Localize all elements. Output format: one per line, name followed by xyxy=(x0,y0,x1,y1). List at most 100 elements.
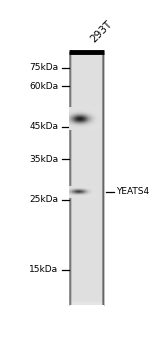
Bar xyxy=(69,231,104,303)
Bar xyxy=(69,69,104,301)
Bar xyxy=(69,177,104,302)
Bar xyxy=(69,224,104,302)
Bar xyxy=(69,101,104,302)
Bar xyxy=(102,52,104,305)
Bar xyxy=(69,52,70,305)
Bar xyxy=(69,133,104,302)
Text: 45kDa: 45kDa xyxy=(29,122,58,131)
Bar xyxy=(69,52,71,305)
Bar xyxy=(69,210,104,302)
Bar xyxy=(69,253,104,303)
Bar xyxy=(69,201,104,302)
Bar xyxy=(69,268,104,303)
Bar xyxy=(69,239,104,303)
Bar xyxy=(69,52,71,305)
Bar xyxy=(69,256,104,303)
Bar xyxy=(69,126,104,302)
Bar xyxy=(69,285,104,303)
Bar xyxy=(69,79,104,302)
Text: 60kDa: 60kDa xyxy=(29,82,58,91)
Bar xyxy=(69,185,104,302)
Bar xyxy=(69,295,104,303)
Bar xyxy=(69,64,104,301)
Bar xyxy=(69,175,104,302)
Bar xyxy=(69,52,71,305)
Bar xyxy=(69,168,104,302)
Bar xyxy=(69,281,104,303)
Bar xyxy=(69,172,104,302)
Bar xyxy=(69,264,104,303)
Bar xyxy=(69,83,104,302)
Bar xyxy=(69,52,71,305)
Bar xyxy=(69,246,104,303)
Bar xyxy=(69,54,104,301)
Bar xyxy=(69,52,71,305)
Bar xyxy=(69,183,104,302)
Bar xyxy=(69,249,104,303)
Bar xyxy=(69,81,104,302)
Bar xyxy=(103,52,104,305)
Bar xyxy=(69,244,104,303)
Bar xyxy=(69,52,70,305)
Bar xyxy=(69,298,104,303)
Bar xyxy=(69,52,72,305)
Bar xyxy=(69,271,104,303)
Bar xyxy=(69,243,104,303)
Bar xyxy=(69,207,104,302)
Bar xyxy=(69,148,104,302)
Bar xyxy=(69,61,104,301)
Bar xyxy=(69,52,70,305)
Bar xyxy=(69,66,104,301)
Bar xyxy=(69,241,104,303)
Bar xyxy=(69,197,104,302)
Bar xyxy=(69,219,104,302)
Bar xyxy=(69,52,71,305)
Bar xyxy=(103,52,104,305)
Bar xyxy=(69,270,104,303)
Bar xyxy=(69,158,104,302)
Bar xyxy=(69,273,104,303)
Bar xyxy=(69,113,104,302)
Bar xyxy=(69,84,104,302)
Bar xyxy=(102,52,104,305)
Bar xyxy=(69,212,104,302)
Bar xyxy=(69,138,104,302)
Bar xyxy=(69,130,104,302)
Bar xyxy=(69,162,104,302)
Bar xyxy=(69,303,104,305)
Bar xyxy=(103,52,104,305)
Bar xyxy=(102,52,104,305)
Bar xyxy=(69,125,104,302)
Bar xyxy=(69,266,104,303)
Bar xyxy=(69,153,104,302)
Bar xyxy=(69,103,104,302)
Bar xyxy=(69,195,104,302)
Bar xyxy=(69,89,104,302)
Bar xyxy=(103,52,104,305)
Text: 75kDa: 75kDa xyxy=(29,63,58,72)
Bar xyxy=(69,293,104,303)
Bar xyxy=(69,91,104,302)
Bar xyxy=(69,52,70,305)
Bar xyxy=(69,276,104,303)
Bar xyxy=(69,111,104,302)
Bar xyxy=(69,220,104,302)
Bar xyxy=(69,283,104,303)
Bar xyxy=(69,68,104,301)
Bar xyxy=(69,170,104,302)
Text: 35kDa: 35kDa xyxy=(29,155,58,164)
Bar xyxy=(69,258,104,303)
Bar xyxy=(69,110,104,302)
Bar xyxy=(69,152,104,302)
Bar xyxy=(69,96,104,302)
Bar xyxy=(69,62,104,301)
Bar xyxy=(103,52,104,305)
Bar xyxy=(69,289,104,303)
Bar xyxy=(69,131,104,302)
Bar xyxy=(69,217,104,302)
Bar xyxy=(69,286,104,303)
Bar xyxy=(69,136,104,302)
Bar xyxy=(69,247,104,303)
Bar xyxy=(69,202,104,302)
Bar xyxy=(69,174,104,302)
